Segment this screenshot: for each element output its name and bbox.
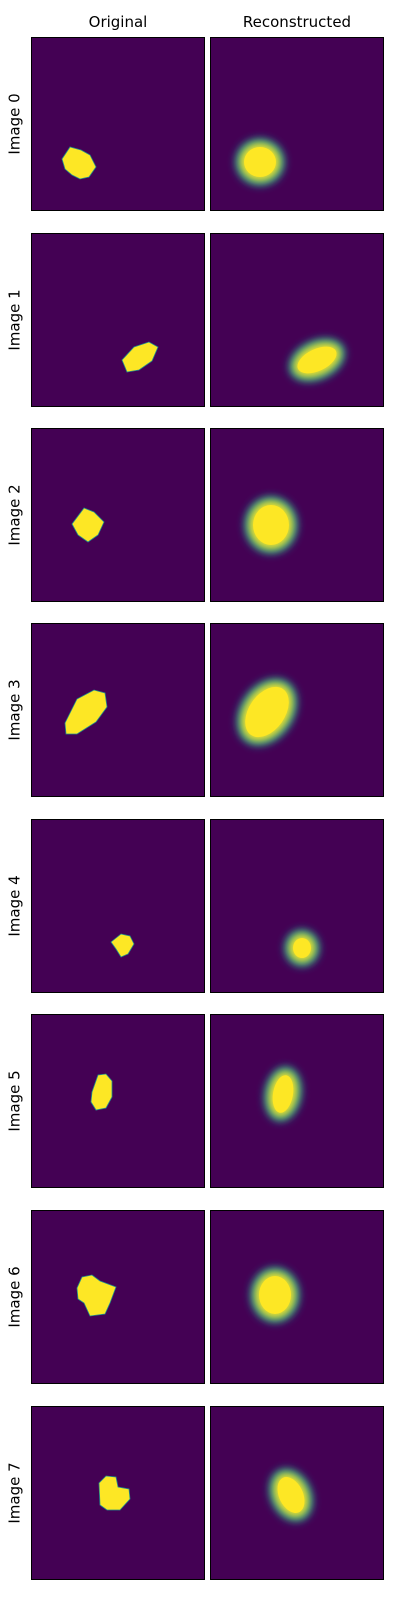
row-label-text: Image 7	[6, 1462, 25, 1524]
original-blob	[64, 689, 108, 735]
reconstructed-shape-image	[284, 929, 320, 967]
reconstructed-blob	[250, 1267, 300, 1323]
row-label: Image 3	[0, 623, 30, 797]
original-shape-image	[110, 933, 135, 958]
original-shape-image	[61, 146, 97, 180]
reconstructed-image-panel	[210, 1014, 384, 1188]
reconstructed-image-panel	[210, 819, 384, 993]
reconstructed-blob	[244, 496, 298, 554]
original-image-panel	[31, 428, 205, 602]
row-label-text: Image 0	[6, 93, 25, 155]
row-label: Image 1	[0, 233, 30, 407]
original-shape-image	[71, 507, 105, 543]
row-label-text: Image 4	[6, 875, 25, 937]
original-blob	[121, 341, 159, 373]
reconstructed-blob	[284, 929, 320, 967]
original-shape-image	[76, 1274, 117, 1317]
row-label: Image 0	[0, 37, 30, 211]
reconstructed-image-panel	[210, 1210, 384, 1384]
row-label: Image 2	[0, 428, 30, 602]
reconstructed-blob	[263, 1066, 303, 1122]
original-shape-image	[98, 1475, 131, 1511]
row-label-text: Image 6	[6, 1266, 25, 1328]
reconstructed-shape-image	[268, 1468, 314, 1522]
original-blob	[76, 1274, 117, 1317]
reconstructed-image-panel	[210, 233, 384, 407]
reconstructed-blob	[236, 677, 298, 747]
original-image-panel	[31, 233, 205, 407]
row-label-text: Image 1	[6, 289, 25, 351]
reconstructed-blob	[288, 337, 346, 383]
original-shape-image	[121, 341, 159, 373]
reconstructed-shape-image	[288, 337, 346, 383]
original-image-panel	[31, 1406, 205, 1580]
reconstructed-blob	[235, 138, 285, 186]
original-shape-image	[64, 689, 108, 735]
row-label: Image 4	[0, 819, 30, 993]
row-label: Image 6	[0, 1210, 30, 1384]
original-shape-image	[90, 1073, 113, 1111]
reconstructed-blob	[268, 1468, 314, 1522]
reconstructed-shape-image	[236, 677, 298, 747]
reconstructed-image-panel	[210, 37, 384, 211]
row-label: Image 7	[0, 1406, 30, 1580]
reconstructed-shape-image	[235, 138, 285, 186]
row-label-text: Image 3	[6, 679, 25, 741]
row-label-text: Image 5	[6, 1070, 25, 1132]
reconstructed-shape-image	[250, 1267, 300, 1323]
original-blob	[71, 507, 105, 543]
original-image-panel	[31, 819, 205, 993]
reconstructed-image-panel	[210, 623, 384, 797]
original-blob	[98, 1475, 131, 1511]
row-label-text: Image 2	[6, 484, 25, 546]
reconstructed-shape-image	[263, 1066, 303, 1122]
original-image-panel	[31, 37, 205, 211]
column-header-reconstructed: Reconstructed	[242, 13, 352, 31]
column-header-original: Original	[88, 13, 148, 31]
original-image-panel	[31, 623, 205, 797]
original-image-panel	[31, 1014, 205, 1188]
reconstructed-shape-image	[244, 496, 298, 554]
original-blob	[61, 146, 97, 180]
original-image-panel	[31, 1210, 205, 1384]
original-blob	[90, 1073, 113, 1111]
original-blob	[110, 933, 135, 958]
reconstructed-image-panel	[210, 1406, 384, 1580]
reconstructed-image-panel	[210, 428, 384, 602]
row-label: Image 5	[0, 1014, 30, 1188]
